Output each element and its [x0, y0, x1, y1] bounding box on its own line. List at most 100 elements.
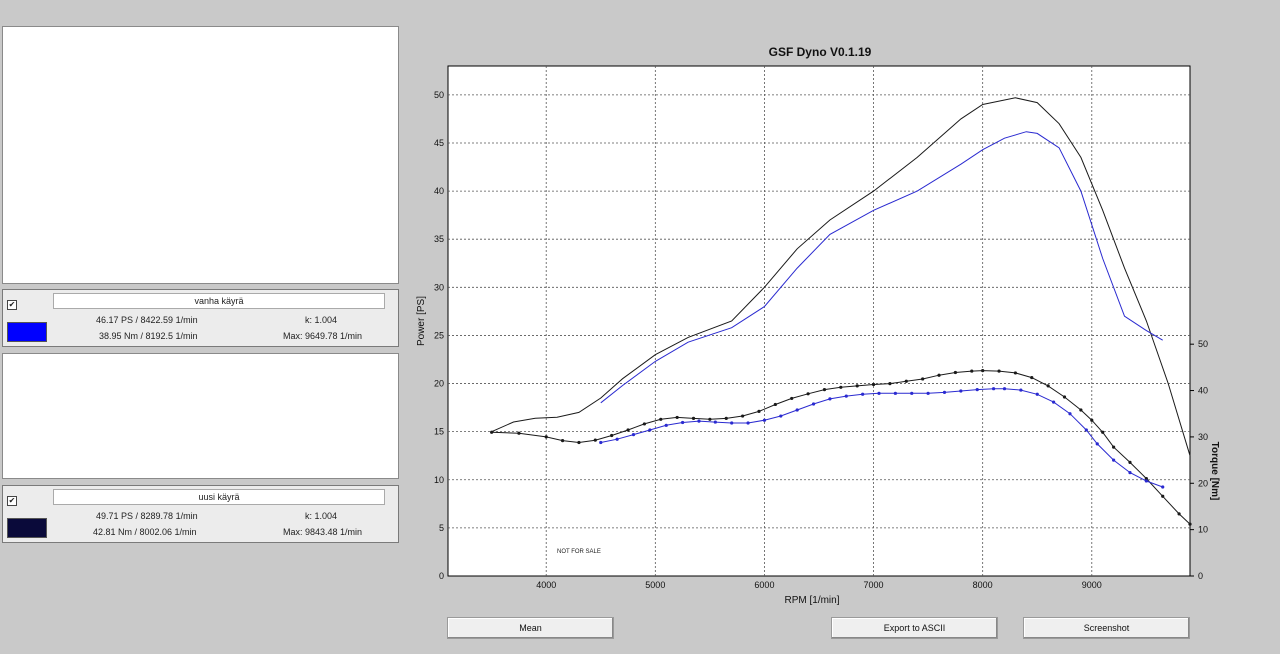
series-point-torque: [839, 385, 843, 389]
series-point-torque: [741, 414, 745, 418]
series-point-torque: [844, 394, 848, 398]
series-point-torque: [1128, 471, 1132, 475]
x-tick-label: 6000: [754, 580, 774, 590]
y-tick-label: 20: [434, 379, 444, 389]
series-point-torque: [811, 402, 816, 406]
series-point-torque: [1013, 371, 1018, 375]
series-point-torque: [942, 390, 947, 394]
series-point-torque: [615, 437, 619, 441]
series-point-torque: [1035, 392, 1039, 396]
y-tick-label: 35: [434, 234, 444, 244]
y2-tick-label: 40: [1198, 386, 1208, 396]
series-point-torque: [1090, 418, 1094, 422]
y2-tick-label: 0: [1198, 571, 1203, 581]
run-1-rpm-max: Max: 9649.78 1/min: [283, 331, 363, 341]
series-point-torque: [1019, 388, 1023, 392]
watermark-not-for-sale: NOT FOR SALE: [557, 549, 601, 555]
x-tick-label: 9000: [1082, 580, 1102, 590]
series-point-torque: [544, 435, 548, 439]
series-point-torque: [642, 422, 647, 426]
series-line-torque: [600, 388, 1163, 488]
series-point-torque: [1128, 460, 1132, 465]
series-point-torque: [991, 387, 996, 391]
series-point-torque: [790, 396, 794, 401]
axis-ticks: 4000 5000 6000 7000 8000 9000 0 5 10 15 20 25 30 35 40…: [434, 90, 1208, 590]
run-1-checkbox[interactable]: ✔: [7, 300, 17, 310]
export-ascii-button[interactable]: Export to ASCII: [831, 617, 998, 639]
series-point-torque: [675, 415, 679, 420]
y-tick-label: 40: [434, 186, 444, 196]
y-tick-label: 45: [434, 138, 444, 148]
series-point-torque: [1101, 430, 1105, 434]
series-point-torque: [490, 430, 494, 434]
series-point-torque: [910, 391, 914, 395]
series-point-torque: [877, 391, 881, 395]
x-axis-label: RPM [1/min]: [784, 595, 839, 606]
grid-lines: [448, 66, 1190, 576]
series-point-torque: [926, 391, 930, 395]
series-point-torque: [708, 417, 712, 421]
series-point-torque: [1144, 479, 1148, 483]
run-2-color-swatch[interactable]: [7, 518, 47, 538]
screenshot-button[interactable]: Screenshot: [1023, 617, 1190, 639]
series-point-torque: [1002, 387, 1007, 391]
series-point-torque: [904, 379, 908, 383]
series-point-torque: [1068, 412, 1072, 416]
series-point-torque: [1161, 494, 1165, 498]
series-point-torque: [664, 423, 668, 427]
series-point-torque: [921, 377, 925, 381]
series-point-torque: [1046, 384, 1050, 388]
x-tick-label: 4000: [536, 580, 556, 590]
y-tick-label: 0: [439, 571, 444, 581]
run-1-name-field[interactable]: vanha käyrä: [53, 293, 385, 309]
series-point-torque: [631, 432, 636, 437]
series-point-torque: [659, 417, 663, 421]
series-point-torque: [1079, 408, 1083, 412]
series-point-torque: [779, 414, 783, 418]
series-point-torque: [691, 416, 696, 420]
y-tick-label: 50: [434, 90, 444, 100]
series-point-torque: [871, 382, 876, 387]
series-point-torque: [697, 419, 701, 423]
x-tick-label: 7000: [864, 580, 884, 590]
series-point-torque: [1112, 458, 1116, 462]
series-point-torque: [746, 421, 750, 425]
run-2-checkbox[interactable]: ✔: [7, 496, 17, 506]
run-2-torque-max: 42.81 Nm / 8002.06 1/min: [93, 527, 197, 537]
series-point-torque: [1161, 485, 1165, 489]
run-2-k-factor: k: 1.004: [305, 511, 338, 521]
run-2-rpm-max: Max: 9843.48 1/min: [283, 527, 363, 537]
series-point-torque: [1112, 445, 1116, 449]
run-list-panel-bottom: [2, 353, 399, 479]
y-tick-label: 25: [434, 330, 444, 340]
series-point-torque: [757, 409, 761, 414]
series-point-torque: [1188, 522, 1192, 526]
series-point-torque: [560, 439, 565, 443]
mean-button[interactable]: Mean: [447, 617, 614, 639]
run-2-name-field[interactable]: uusi käyrä: [53, 489, 385, 505]
y-tick-label: 30: [434, 282, 444, 292]
series-point-torque: [593, 438, 597, 442]
plot-area: [447, 65, 1191, 577]
series-point-torque: [773, 402, 777, 407]
y2-tick-label: 20: [1198, 478, 1208, 488]
series-group: [490, 97, 1192, 526]
y2-tick-label: 10: [1198, 525, 1208, 535]
y2-tick-label: 30: [1198, 432, 1208, 442]
series-point-torque: [681, 420, 685, 425]
series-point-torque: [577, 440, 581, 445]
series-point-torque: [1144, 477, 1148, 481]
series-point-torque: [762, 418, 767, 422]
y-tick-label: 10: [434, 475, 444, 485]
series-point-torque: [893, 391, 897, 395]
series-point-torque: [517, 431, 521, 435]
series-point-torque: [1095, 442, 1099, 446]
y2-tick-label: 50: [1198, 339, 1208, 349]
run-1-color-swatch[interactable]: [7, 322, 47, 342]
series-point-torque: [648, 428, 652, 432]
x-tick-label: 8000: [973, 580, 993, 590]
series-line-torque: [491, 370, 1191, 525]
series-point-torque: [610, 433, 614, 438]
series-point-torque: [970, 369, 974, 373]
